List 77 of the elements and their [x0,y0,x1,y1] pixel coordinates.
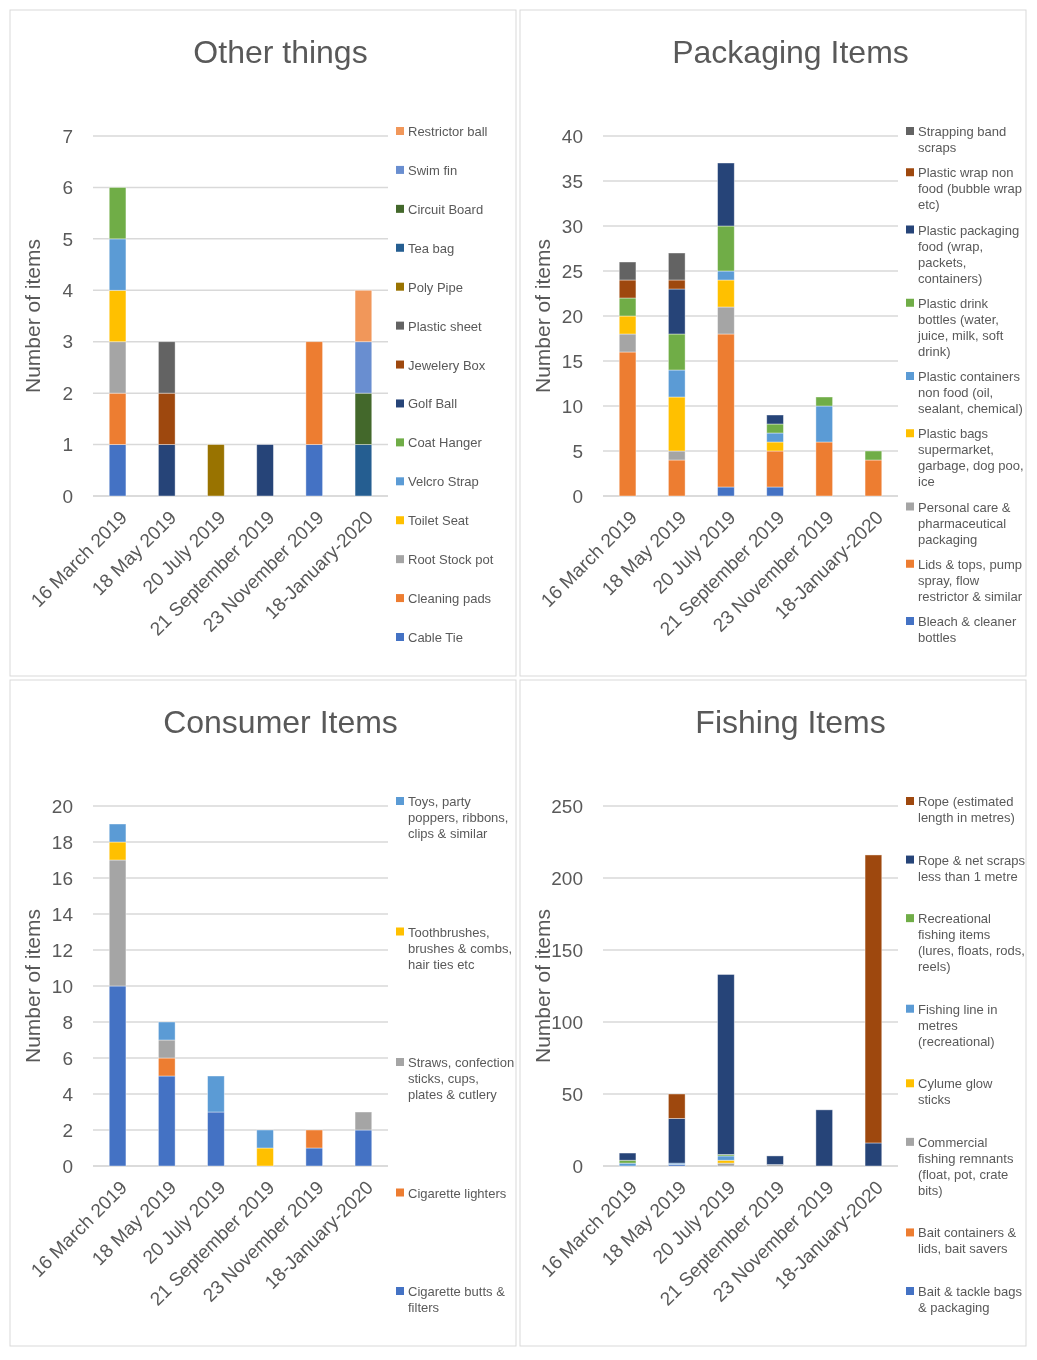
y-tick-label: 250 [551,795,583,817]
legend-label: Jewelery Box [408,357,486,373]
legend-label: Toys, party poppers, ribbons, clips & similar [408,794,509,841]
y-axis-title: Number of items [21,238,44,394]
legend-label: Plastic bags supermarket, garbage, dog poo, ice [918,426,1024,490]
y-tick-label: 16 [51,867,73,889]
legend-label: Cigarette butts & filters [408,1284,506,1315]
y-tick-label: 25 [561,260,583,282]
legend-label: Bait & tackle bags & packaging [918,1284,1023,1315]
y-tick-label: 0 [62,1155,73,1177]
legend-label: Root Stock pot [408,552,494,568]
legend-label: Velcro Strap [408,474,479,490]
legend-label: Tea bag [408,240,455,256]
legend-label: Cylume glow sticks [918,1076,994,1108]
y-tick-label: 150 [551,939,583,961]
y-tick-label: 6 [62,177,73,199]
y-tick-label: 6 [62,1047,73,1069]
chart-title: Other things [193,34,368,70]
y-tick-label: 40 [561,125,583,147]
y-tick-label: 0 [62,485,73,507]
legend-label: Plastic drink bottles (water, juice, milk, soft drink) [917,295,1004,359]
y-tick-label: 0 [572,485,583,507]
y-tick-label: 35 [561,170,583,192]
y-tick-label: 18 [51,831,73,853]
y-tick-label: 20 [561,305,583,327]
legend-label: Plastic sheet [408,318,483,334]
legend-label: Strapping band scraps [918,124,1007,155]
y-tick-label: 4 [62,1083,74,1105]
y-tick-label: 12 [51,939,73,961]
legend-label: Toilet Seat [408,513,470,529]
legend-label: Fishing line in metres (recreational) [918,1001,998,1049]
legend-label: Cigarette lighters [408,1185,507,1201]
y-tick-label: 2 [62,1119,73,1141]
y-tick-label: 7 [62,125,73,147]
y-tick-label: 14 [51,903,74,925]
legend-label: Poly Pipe [408,279,463,295]
legend-label: Plastic containers non food (oil, sealant, chemical) [918,369,1023,416]
y-tick-label: 10 [561,395,583,417]
y-axis-title: Number of items [21,908,44,1064]
legend-label: Cleaning pads [408,591,492,607]
legend-label: Plastic wrap non food (bubble wrap etc) [918,165,1023,213]
legend-label: Plastic packaging food (wrap, packets, containers) [918,222,1020,286]
legend-label: Commercial fishing remnants (float, pot, crate bits) [918,1134,1014,1198]
legend-label: Coat Hanger [408,435,483,451]
legend-label: Swim fin [408,162,458,178]
y-tick-label: 50 [561,1083,583,1105]
y-tick-label: 200 [551,867,583,889]
y-tick-label: 2 [62,382,73,404]
chart-title: Fishing Items [695,704,886,740]
legend-label: Circuit Board [408,201,484,217]
y-tick-label: 20 [51,795,73,817]
legend-label: Toothbrushes, brushes & combs, hair ties etc [408,924,513,972]
legend-label: Bleach & cleaner bottles [918,614,1017,645]
legend-label: Straws, confection sticks, cups, plates & cutlery [408,1055,515,1102]
chart-title: Consumer Items [163,704,398,740]
y-tick-label: 3 [62,331,73,353]
y-tick-label: 4 [62,279,74,301]
legend-label: Restrictor ball [408,124,488,139]
legend-label: Golf Ball [408,396,458,412]
legend-label: Personal care & pharmaceutical packaging [918,499,1011,547]
y-tick-label: 8 [62,1011,73,1033]
legend-label: Rope (estimated length in metres) [918,794,1015,825]
y-tick-label: 5 [62,228,73,250]
y-tick-label: 100 [551,1011,583,1033]
y-tick-label: 5 [572,440,583,462]
y-tick-label: 30 [561,215,583,237]
legend-label: Cable Tie [408,630,463,645]
y-tick-label: 0 [572,1155,583,1177]
y-tick-label: 10 [51,975,73,997]
legend-label: Bait containers & lids, bait savers [918,1225,1017,1257]
legend-label: Lids & tops, pump spray, flow restrictor & similar [918,556,1023,604]
legend-label: Rope & net scraps less than 1 metre [918,852,1026,884]
y-tick-label: 1 [62,434,73,456]
chart-title: Packaging Items [672,34,909,70]
y-axis-title: Number of items [531,238,554,394]
y-tick-label: 15 [561,350,583,372]
legend-label: Recreational fishing items (lures, floats, rods, reels) [918,911,1025,975]
